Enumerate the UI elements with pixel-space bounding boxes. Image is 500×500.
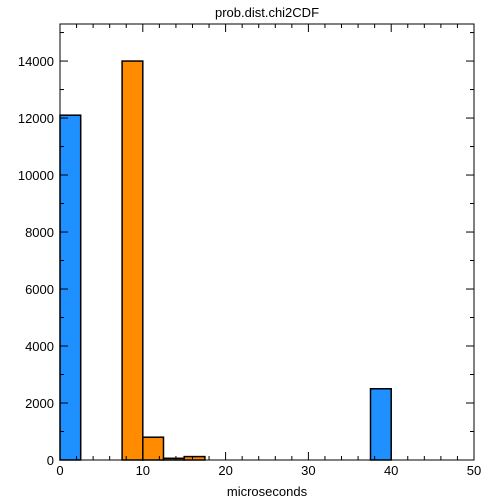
x-tick-label: 30 bbox=[301, 463, 315, 478]
bar-series0-1 bbox=[369, 388, 392, 461]
ticks-layer: 0 10 20 30 40 50 0 2000 4000 6000 8000 10000 12000 14… bbox=[18, 24, 481, 478]
chart-title: prob.dist.chi2CDF bbox=[215, 5, 319, 20]
bar-series0-0 bbox=[59, 114, 82, 461]
x-tick-label: 0 bbox=[56, 463, 63, 478]
y-tick-label: 14000 bbox=[18, 54, 54, 69]
plot-frame bbox=[59, 23, 475, 461]
bar-series1-3 bbox=[183, 455, 206, 461]
x-tick-label: 40 bbox=[384, 463, 398, 478]
y-tick-label: 0 bbox=[47, 453, 54, 468]
y-tick-label: 6000 bbox=[25, 282, 54, 297]
x-tick-label: 20 bbox=[218, 463, 232, 478]
bar-series1-1 bbox=[142, 436, 165, 461]
y-tick-label: 8000 bbox=[25, 225, 54, 240]
x-axis-label: microseconds bbox=[227, 484, 308, 499]
y-tick-label: 4000 bbox=[25, 339, 54, 354]
y-tick-label: 10000 bbox=[18, 168, 54, 183]
bars-layer bbox=[59, 60, 392, 461]
y-tick-label: 2000 bbox=[25, 396, 54, 411]
x-tick-label: 50 bbox=[467, 463, 481, 478]
y-tick-label: 12000 bbox=[18, 111, 54, 126]
bar-series1-0 bbox=[121, 60, 144, 461]
x-tick-label: 10 bbox=[136, 463, 150, 478]
